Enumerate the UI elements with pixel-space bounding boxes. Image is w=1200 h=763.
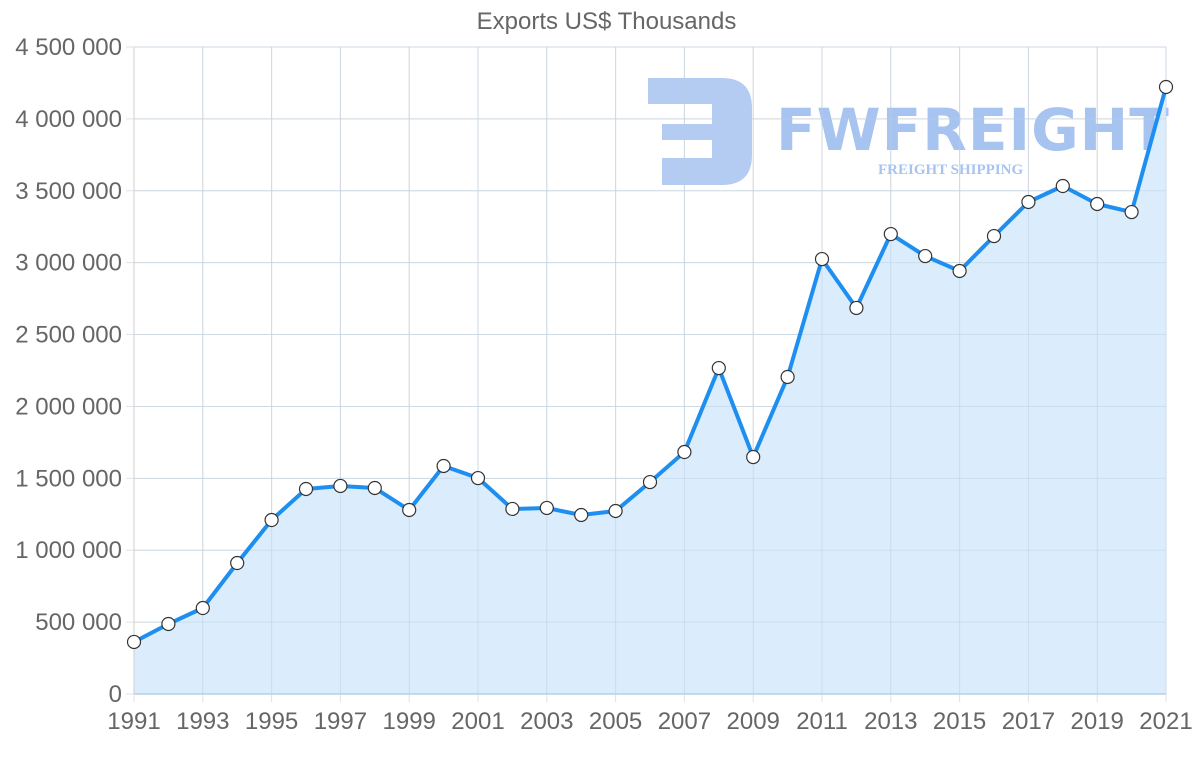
data-point[interactable] <box>711 360 726 376</box>
data-point[interactable] <box>746 449 761 465</box>
x-tick-label: 2021 <box>1139 708 1192 735</box>
data-point[interactable] <box>402 502 417 518</box>
y-tick-label: 3 000 000 <box>15 250 122 277</box>
data-point[interactable] <box>230 555 245 571</box>
x-tick-label: 1991 <box>107 708 160 735</box>
data-point[interactable] <box>505 501 520 517</box>
data-point[interactable] <box>780 369 795 385</box>
data-point[interactable] <box>849 300 864 316</box>
data-point[interactable] <box>126 634 142 650</box>
data-point[interactable] <box>1055 178 1070 194</box>
y-tick-label: 1 500 000 <box>15 465 122 492</box>
fwfreight-watermark: FWFREIGHT FREIGHT SHIPPING <box>648 78 1170 185</box>
axes <box>133 47 1166 695</box>
data-point[interactable] <box>1158 79 1174 95</box>
data-point[interactable] <box>952 263 967 279</box>
x-tick-label: 2009 <box>727 708 780 735</box>
data-points <box>126 79 1174 650</box>
data-point[interactable] <box>608 503 623 519</box>
x-tick-label: 1997 <box>314 708 367 735</box>
data-point[interactable] <box>574 507 589 523</box>
y-axis-labels: 0 500 000 1 000 000 1 500 000 2 000 000 2 500… <box>15 34 122 708</box>
data-point[interactable] <box>436 458 451 474</box>
x-tick-label: 1993 <box>176 708 229 735</box>
data-point[interactable] <box>161 616 176 632</box>
watermark-brand: FWFREIGHT <box>776 96 1170 164</box>
data-point[interactable] <box>677 444 692 460</box>
x-tick-label: 2001 <box>451 708 504 735</box>
y-tick-label: 500 000 <box>35 609 122 636</box>
x-tick-label: 2005 <box>589 708 642 735</box>
x-tick-label: 2007 <box>658 708 711 735</box>
x-tick-label: 2013 <box>864 708 917 735</box>
y-tick-label: 0 <box>109 681 122 708</box>
x-tick-label: 2017 <box>1002 708 1055 735</box>
x-tick-label: 2019 <box>1071 708 1124 735</box>
y-tick-label: 1 000 000 <box>15 537 122 564</box>
fwfreight-logo-icon <box>648 78 752 185</box>
y-tick-label: 2 000 000 <box>15 393 122 420</box>
area-fill <box>134 87 1166 694</box>
data-point[interactable] <box>298 481 314 497</box>
x-tick-label: 1999 <box>383 708 436 735</box>
data-point[interactable] <box>1124 204 1139 220</box>
y-tick-label: 4 000 000 <box>15 106 122 133</box>
watermark-tagline: FREIGHT SHIPPING <box>878 162 1023 178</box>
data-point[interactable] <box>1090 196 1105 212</box>
x-tick-label: 2011 <box>796 708 848 735</box>
data-point[interactable] <box>470 470 486 486</box>
grid-lines-overlay <box>133 46 1167 695</box>
y-tick-label: 2 500 000 <box>15 322 122 349</box>
data-point[interactable] <box>642 474 658 490</box>
data-point[interactable] <box>883 226 898 242</box>
x-tick-label: 2015 <box>933 708 986 735</box>
data-point[interactable] <box>195 600 210 616</box>
x-tick-label: 2003 <box>520 708 573 735</box>
data-point[interactable] <box>539 500 554 516</box>
chart-title: Exports US$ Thousands <box>476 8 737 35</box>
data-point[interactable] <box>986 228 1002 244</box>
x-axis-labels: 1991 1993 1995 1997 1999 2001 2003 2005 2007 2009… <box>107 708 1192 735</box>
data-point[interactable] <box>1021 194 1036 210</box>
x-tick-label: 1995 <box>245 708 298 735</box>
data-point[interactable] <box>918 248 933 264</box>
data-point[interactable] <box>264 512 279 528</box>
data-point[interactable] <box>367 480 382 496</box>
y-tick-label: 4 500 000 <box>15 34 122 61</box>
data-point[interactable] <box>814 251 830 267</box>
y-tick-label: 3 500 000 <box>15 178 122 205</box>
data-point[interactable] <box>333 478 348 494</box>
